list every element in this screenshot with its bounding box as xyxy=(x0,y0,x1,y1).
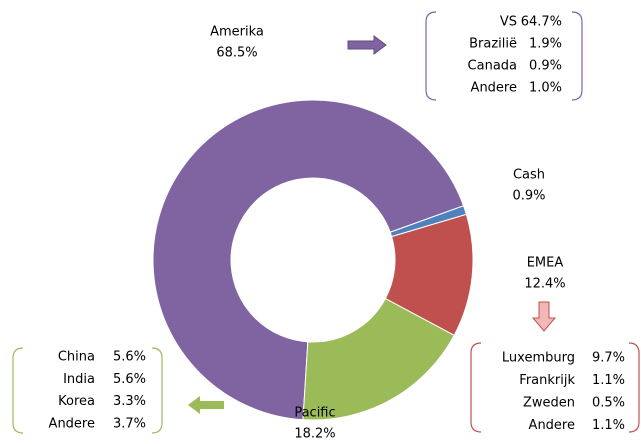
detail-value: 9.7% xyxy=(592,351,625,366)
detail-value: 3.3% xyxy=(113,394,146,409)
segment-value: 18.2% xyxy=(294,427,335,442)
segment-label: EMEA xyxy=(527,256,564,271)
segment-value: 12.4% xyxy=(524,277,565,292)
detail-value: 1.9% xyxy=(529,37,562,52)
segment-value: 0.9% xyxy=(512,189,545,204)
donut-segment xyxy=(152,99,465,421)
segment-label: Cash xyxy=(513,168,545,183)
detail-name: India xyxy=(63,372,95,387)
brace xyxy=(12,347,24,434)
brace xyxy=(151,347,163,434)
detail-value: 1.1% xyxy=(592,373,625,388)
detail-name: Brazilië xyxy=(469,37,517,52)
detail-name: Andere xyxy=(471,81,517,96)
brace xyxy=(425,11,437,101)
detail-name: Frankrijk xyxy=(519,373,575,388)
segment-label: Amerika xyxy=(210,25,264,40)
detail-value: 0.9% xyxy=(529,59,562,74)
detail-name: Luxemburg xyxy=(502,351,575,366)
arrow xyxy=(531,301,557,332)
arrow xyxy=(188,396,224,414)
detail-name: Korea xyxy=(58,394,95,409)
brace xyxy=(470,342,482,433)
detail-value: 64.7% xyxy=(521,15,562,30)
detail-name: Andere xyxy=(529,418,575,433)
detail-value: 5.6% xyxy=(113,372,146,387)
detail-value: 0.5% xyxy=(592,396,625,411)
brace xyxy=(628,342,640,433)
detail-name: Canada xyxy=(468,59,517,74)
detail-name: VS xyxy=(500,15,517,30)
segment-value: 68.5% xyxy=(216,46,257,61)
arrow xyxy=(347,35,387,55)
detail-name: Andere xyxy=(49,416,95,431)
detail-value: 3.7% xyxy=(113,416,146,431)
detail-value: 1.1% xyxy=(592,418,625,433)
donut-segment xyxy=(302,297,455,421)
detail-name: Zweden xyxy=(523,396,575,411)
brace xyxy=(571,11,583,101)
segment-label: Pacific xyxy=(294,406,335,421)
detail-value: 5.6% xyxy=(113,350,146,365)
detail-name: China xyxy=(58,350,95,365)
detail-value: 1.0% xyxy=(529,81,562,96)
